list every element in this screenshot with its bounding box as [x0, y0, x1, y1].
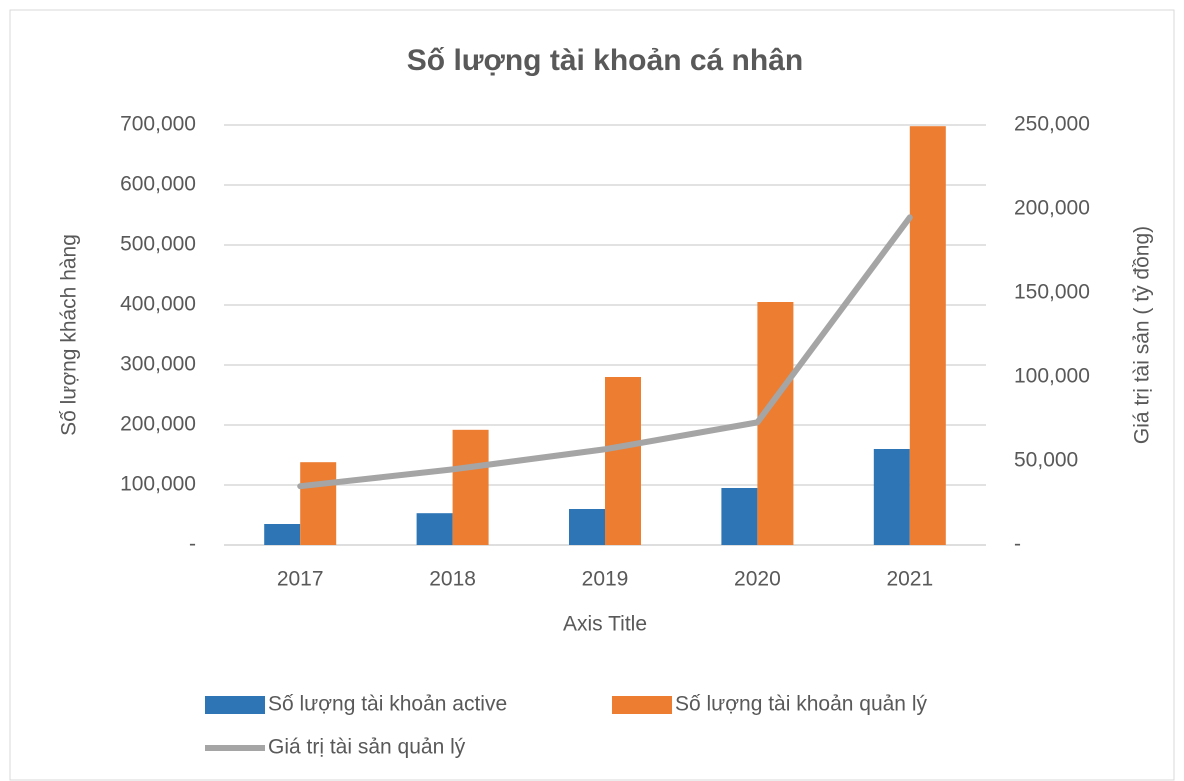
legend-swatch [205, 696, 265, 714]
x-axis-title: Axis Title [563, 613, 647, 636]
x-tick-label: 2018 [429, 568, 476, 591]
bar [452, 429, 489, 545]
chart-border [9, 9, 1175, 781]
y2-tick-label: 100,000 [1014, 365, 1090, 388]
y2-tick-label: 50,000 [1014, 449, 1078, 472]
bar [605, 377, 641, 545]
y-axis-title: Số lượng khách hàng [58, 234, 81, 436]
y2-tick-label: - [1014, 533, 1021, 556]
bar [873, 449, 910, 545]
y-tick-label: 100,000 [120, 473, 196, 496]
y2-tick-label: 150,000 [1014, 281, 1090, 304]
legend-swatch [612, 696, 672, 714]
y2-axis-title: Giá trị tài sản ( tỷ đồng) [1131, 226, 1154, 444]
x-tick-label: 2017 [277, 568, 324, 591]
legend-label: Số lượng tài khoản quản lý [675, 693, 927, 716]
chart-title: Số lượng tài khoản cá nhân [407, 44, 803, 77]
x-tick-label: 2020 [734, 568, 781, 591]
legend-label: Giá trị tài sản quản lý [268, 736, 466, 759]
legend-label: Số lượng tài khoản active [268, 693, 507, 716]
bar [300, 462, 337, 545]
bar [416, 513, 453, 545]
line [297, 214, 913, 490]
y-tick-label: 300,000 [120, 353, 196, 376]
y2-tick-label: 200,000 [1014, 197, 1090, 220]
bar [757, 302, 794, 545]
y-tick-label: 200,000 [120, 413, 196, 436]
y-tick-label: 600,000 [120, 173, 196, 196]
bar [721, 488, 758, 545]
y-tick-label: 400,000 [120, 293, 196, 316]
bar [569, 509, 605, 545]
y-tick-label: 500,000 [120, 233, 196, 256]
bar [909, 126, 946, 545]
y-tick-label: 700,000 [120, 113, 196, 136]
x-tick-label: 2019 [582, 568, 629, 591]
y2-tick-label: 250,000 [1014, 113, 1090, 136]
x-tick-label: 2021 [886, 568, 933, 591]
y-tick-label: - [189, 533, 196, 556]
bar [264, 524, 301, 545]
